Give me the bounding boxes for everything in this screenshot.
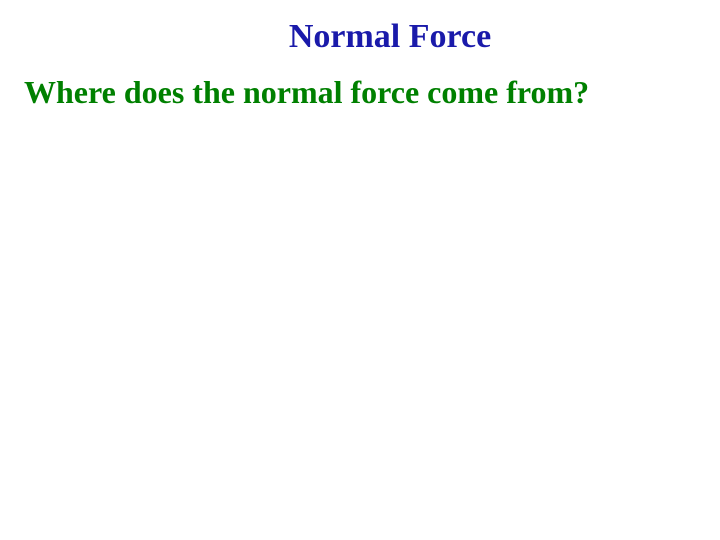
slide-container: Normal Force Where does the normal force… <box>0 0 720 540</box>
slide-title: Normal Force <box>0 18 720 56</box>
slide-question: Where does the normal force come from? <box>0 56 720 111</box>
